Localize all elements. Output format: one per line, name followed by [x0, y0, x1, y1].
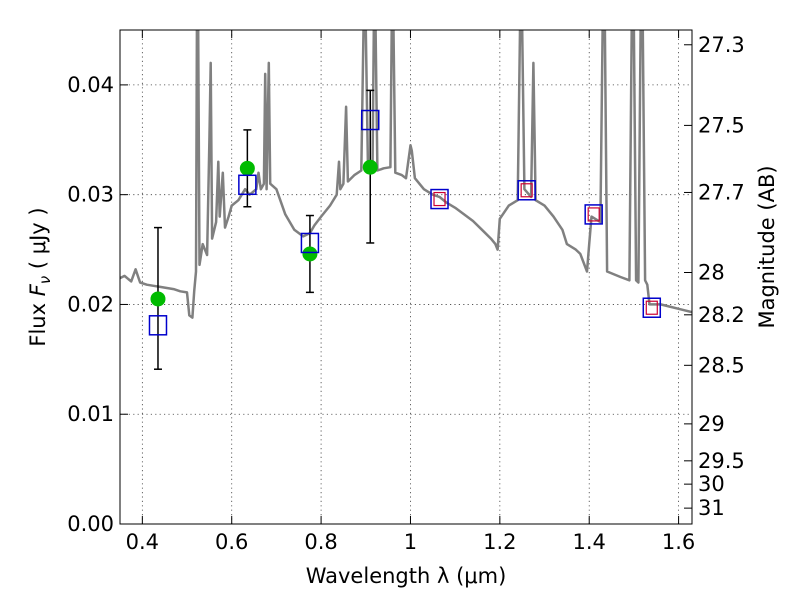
model-photometry-highlight — [645, 300, 658, 315]
y-axis-label: Flux Fν ( μJy ) — [26, 207, 54, 346]
observed-point — [239, 160, 255, 176]
observed-point — [362, 159, 378, 175]
magnitude-tick-label: 28.2 — [698, 303, 745, 327]
magnitude-tick-label: 27.3 — [698, 33, 745, 57]
model-photometry-point — [584, 204, 603, 225]
y-tick-label: 0.04 — [67, 73, 114, 97]
x-tick-label: 0.4 — [126, 530, 159, 554]
magnitude-tick-label: 30 — [698, 472, 725, 496]
x-tick-label: 0.8 — [304, 530, 337, 554]
y-tick-label: 0.02 — [67, 292, 114, 316]
y-tick-label: 0.00 — [67, 512, 114, 536]
magnitude-tick-label: 28.5 — [698, 353, 745, 377]
x-tick-label: 0.6 — [215, 530, 248, 554]
x-axis-label: Wavelength λ (μm) — [306, 564, 507, 588]
y-axis-label-symbol: F — [26, 283, 50, 296]
model-spectrum — [120, 30, 692, 319]
x-tick-label: 1.4 — [573, 530, 606, 554]
magnitude-tick-label: 31 — [698, 496, 725, 520]
axis-ticks: 0.4 0.6 0.8 1 1.2 1.4 1.6 0.00 0.01 0.02 0.03 0.04 2… — [67, 30, 745, 554]
model-photometry-point — [300, 232, 320, 254]
model-photometry-highlight — [433, 191, 446, 207]
magnitude-tick-label: 27.7 — [698, 180, 745, 204]
y-tick-label: 0.03 — [67, 183, 114, 207]
model-photometry-point — [361, 109, 380, 131]
magnitude-tick-label: 27.5 — [698, 113, 745, 137]
model-photometry-point — [430, 188, 449, 210]
observed-point — [150, 291, 166, 307]
model-photometry-points — [148, 109, 662, 336]
magnitude-axis-label: Magnitude (AB) — [755, 165, 779, 328]
observed-point — [302, 246, 318, 262]
model-photometry-point — [517, 180, 536, 201]
plot-frame — [119, 29, 693, 525]
y-axis-label-prefix: Flux — [26, 296, 50, 346]
x-tick-label: 1.2 — [483, 530, 516, 554]
y-axis-label-subscript: ν — [36, 276, 54, 284]
model-photometry-highlight — [587, 207, 600, 222]
x-tick-label: 1 — [404, 530, 417, 554]
x-tick-label: 1.6 — [662, 530, 695, 554]
y-tick-label: 0.01 — [67, 402, 114, 426]
model-photometry-point — [148, 315, 168, 336]
y-axis-label-suffix: ( μJy ) — [26, 207, 50, 275]
magnitude-tick-label: 28 — [698, 260, 725, 284]
model-spectrum-line — [120, 30, 692, 319]
model-photometry-highlight — [520, 183, 533, 198]
magnitude-tick-label: 29 — [698, 412, 725, 436]
model-photometry-point — [642, 297, 662, 318]
observed-points — [150, 159, 378, 307]
model-photometry-point — [238, 174, 257, 196]
magnitude-tick-label: 29.5 — [698, 449, 745, 473]
